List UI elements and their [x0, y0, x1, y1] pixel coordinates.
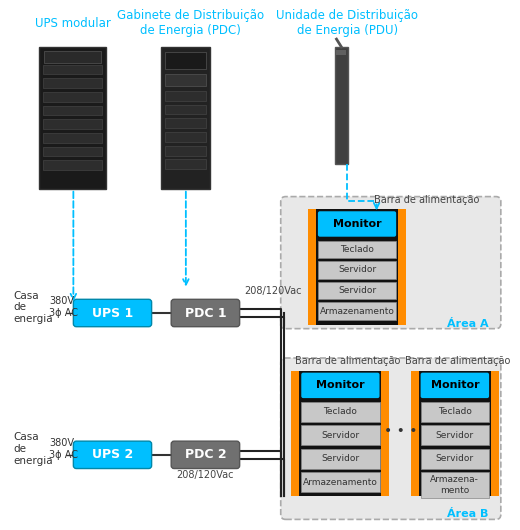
Text: 208/120Vac: 208/120Vac [177, 471, 234, 480]
Text: 208/120Vac: 208/120Vac [244, 287, 302, 296]
FancyBboxPatch shape [73, 299, 152, 326]
Text: Barra de alimentação: Barra de alimentação [374, 195, 479, 205]
FancyBboxPatch shape [318, 211, 396, 237]
FancyBboxPatch shape [39, 47, 106, 189]
FancyBboxPatch shape [161, 47, 210, 189]
Text: Armazenamento: Armazenamento [303, 478, 378, 487]
Text: • • •: • • • [384, 425, 418, 438]
Text: Barra de alimentação: Barra de alimentação [294, 356, 400, 366]
FancyBboxPatch shape [171, 299, 240, 326]
FancyBboxPatch shape [300, 370, 382, 496]
FancyBboxPatch shape [318, 261, 396, 279]
Text: Monitor: Monitor [431, 381, 479, 391]
FancyBboxPatch shape [165, 146, 206, 155]
FancyBboxPatch shape [281, 358, 501, 519]
FancyBboxPatch shape [165, 118, 206, 128]
FancyBboxPatch shape [318, 282, 396, 299]
FancyBboxPatch shape [43, 133, 102, 143]
Text: Servidor: Servidor [436, 454, 474, 463]
Text: Barra de alimentação: Barra de alimentação [405, 356, 511, 366]
FancyBboxPatch shape [281, 197, 501, 329]
FancyBboxPatch shape [318, 302, 396, 320]
FancyBboxPatch shape [421, 402, 489, 421]
Text: Teclado: Teclado [438, 407, 472, 416]
Text: Área B: Área B [447, 508, 488, 518]
Text: Casa
de
energia: Casa de energia [14, 290, 54, 324]
FancyBboxPatch shape [301, 402, 380, 421]
FancyBboxPatch shape [292, 370, 300, 496]
Text: Área A: Área A [448, 319, 489, 329]
FancyBboxPatch shape [491, 370, 499, 496]
FancyBboxPatch shape [411, 370, 419, 496]
Text: 380V
3ϕ AC: 380V 3ϕ AC [49, 296, 78, 318]
Text: Servidor: Servidor [338, 286, 376, 295]
FancyBboxPatch shape [165, 91, 206, 101]
Text: Monitor: Monitor [333, 219, 381, 229]
Text: UPS modular: UPS modular [35, 17, 111, 30]
Text: UPS 1: UPS 1 [92, 306, 133, 320]
FancyBboxPatch shape [336, 50, 346, 55]
Text: Unidade de Distribuição
de Energia (PDU): Unidade de Distribuição de Energia (PDU) [276, 10, 418, 38]
FancyBboxPatch shape [301, 426, 380, 445]
Text: Servidor: Servidor [436, 431, 474, 440]
Text: Gabinete de Distribuição
de Energia (PDC): Gabinete de Distribuição de Energia (PDC… [117, 10, 264, 38]
Text: Casa
de
energia: Casa de energia [14, 432, 54, 465]
FancyBboxPatch shape [165, 132, 206, 142]
FancyBboxPatch shape [165, 52, 206, 69]
FancyBboxPatch shape [382, 370, 389, 496]
FancyBboxPatch shape [308, 209, 316, 325]
Text: Armazenamento: Armazenamento [320, 306, 395, 315]
FancyBboxPatch shape [43, 147, 102, 156]
Text: Servidor: Servidor [321, 454, 359, 463]
Text: PDC 1: PDC 1 [185, 306, 226, 320]
Text: Teclado: Teclado [340, 245, 374, 254]
Text: Monitor: Monitor [316, 381, 365, 391]
FancyBboxPatch shape [43, 105, 102, 116]
FancyBboxPatch shape [43, 65, 102, 74]
FancyBboxPatch shape [171, 441, 240, 469]
FancyBboxPatch shape [301, 472, 380, 492]
FancyBboxPatch shape [301, 449, 380, 469]
FancyBboxPatch shape [43, 119, 102, 129]
FancyBboxPatch shape [43, 161, 102, 170]
Text: PDC 2: PDC 2 [185, 448, 226, 461]
FancyBboxPatch shape [419, 370, 491, 496]
FancyBboxPatch shape [165, 104, 206, 114]
FancyBboxPatch shape [316, 209, 398, 325]
Text: 380V
3ϕ AC: 380V 3ϕ AC [49, 438, 78, 460]
FancyBboxPatch shape [421, 426, 489, 445]
FancyBboxPatch shape [73, 441, 152, 469]
Text: Servidor: Servidor [338, 266, 376, 275]
Text: Servidor: Servidor [321, 431, 359, 440]
FancyBboxPatch shape [421, 472, 489, 498]
FancyBboxPatch shape [421, 373, 489, 398]
FancyBboxPatch shape [421, 449, 489, 469]
FancyBboxPatch shape [165, 160, 206, 169]
FancyBboxPatch shape [318, 241, 396, 258]
FancyBboxPatch shape [398, 209, 406, 325]
FancyBboxPatch shape [334, 47, 348, 164]
FancyBboxPatch shape [43, 78, 102, 88]
FancyBboxPatch shape [44, 51, 101, 63]
Text: Armazena-
mento: Armazena- mento [431, 475, 479, 495]
FancyBboxPatch shape [301, 373, 380, 398]
FancyBboxPatch shape [165, 74, 206, 86]
FancyBboxPatch shape [43, 92, 102, 102]
Text: Teclado: Teclado [323, 407, 357, 416]
Text: UPS 2: UPS 2 [92, 448, 133, 461]
